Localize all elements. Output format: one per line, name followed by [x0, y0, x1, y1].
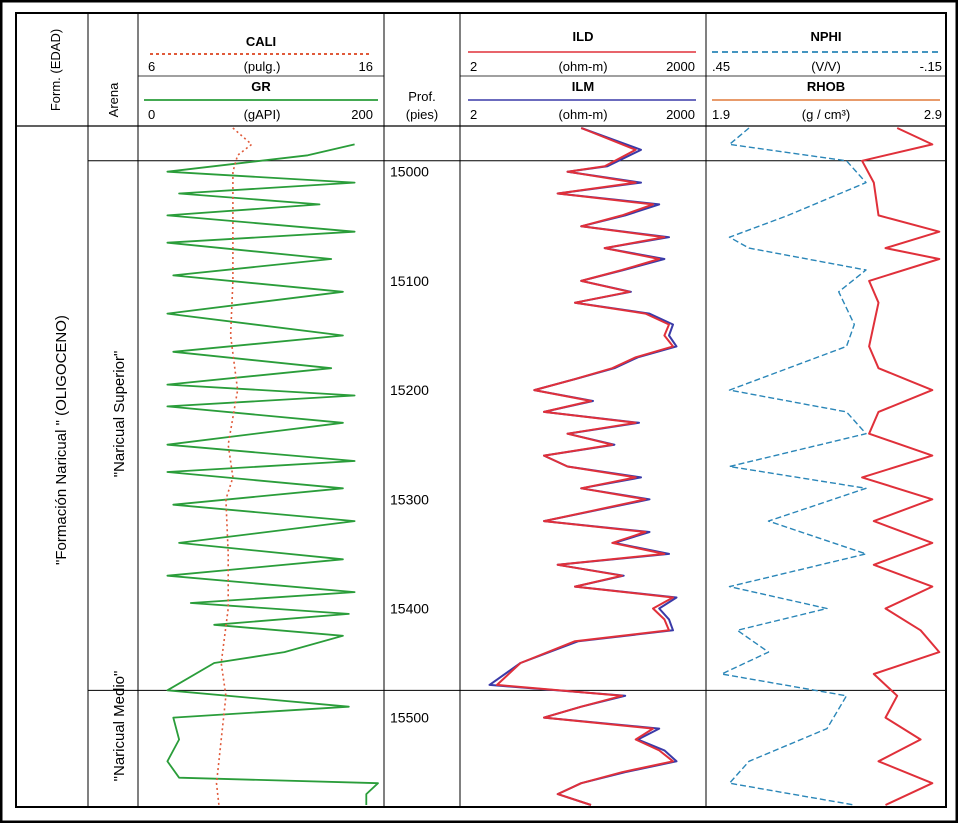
log-curves — [166, 127, 941, 806]
arena-column-label: Arena — [106, 82, 121, 117]
rhob-curve — [861, 127, 941, 806]
rhob-unit-label: (g / cm³) — [802, 107, 850, 122]
nphi-curve — [721, 127, 867, 806]
depth-tick-labels: 15000 15100 15200 15300 15400 15500 — [390, 164, 429, 726]
gr-track-name: GR — [251, 79, 271, 94]
ild-unit-label: (ohm-m) — [558, 59, 607, 74]
cali-unit-label: (pulg.) — [244, 59, 281, 74]
upper-zone-label: "Naricual Superior" — [111, 351, 128, 478]
depth-tick-label: 15000 — [390, 164, 429, 180]
ild-max-label: 2000 — [666, 59, 695, 74]
ild-curve — [496, 127, 674, 806]
depth-tick-label: 15500 — [390, 710, 429, 726]
cali-min-label: 6 — [148, 59, 155, 74]
rhob-min-label: 1.9 — [712, 107, 730, 122]
depth-column-label-1: Prof. — [408, 89, 435, 104]
ilm-track-name: ILM — [572, 79, 594, 94]
formation-column-label: Form. (EDAD) — [48, 29, 63, 111]
middle-zone-label: "Naricual Medio" — [111, 671, 128, 782]
depth-tick-label: 15100 — [390, 273, 429, 289]
cali-max-label: 16 — [359, 59, 373, 74]
nphi-max-label: -.15 — [920, 59, 942, 74]
gr-max-label: 200 — [351, 107, 373, 122]
ilm-unit-label: (ohm-m) — [558, 107, 607, 122]
column-separators — [87, 13, 707, 807]
gr-min-label: 0 — [148, 107, 155, 122]
ild-min-label: 2 — [470, 59, 477, 74]
depth-tick-label: 15300 — [390, 491, 429, 507]
ilm-min-label: 2 — [470, 107, 477, 122]
cali-track-name: CALI — [246, 34, 276, 49]
depth-tick-label: 15200 — [390, 382, 429, 398]
gr-curve — [166, 143, 379, 805]
depth-column-label-2: (pies) — [406, 107, 439, 122]
rhob-track-name: RHOB — [807, 79, 845, 94]
inner-frame — [15, 12, 947, 808]
ilm-max-label: 2000 — [666, 107, 695, 122]
gr-unit-label: (gAPI) — [244, 107, 281, 122]
nphi-min-label: .45 — [712, 59, 730, 74]
depth-tick-label: 15400 — [390, 600, 429, 616]
nphi-track-name: NPHI — [810, 29, 841, 44]
ild-track-name: ILD — [573, 29, 594, 44]
nphi-unit-label: (V/V) — [811, 59, 841, 74]
rhob-max-label: 2.9 — [924, 107, 942, 122]
formation-zone-label: "Formación Naricual " (OLIGOCENO) — [53, 315, 70, 565]
zone-boundaries — [88, 160, 946, 691]
